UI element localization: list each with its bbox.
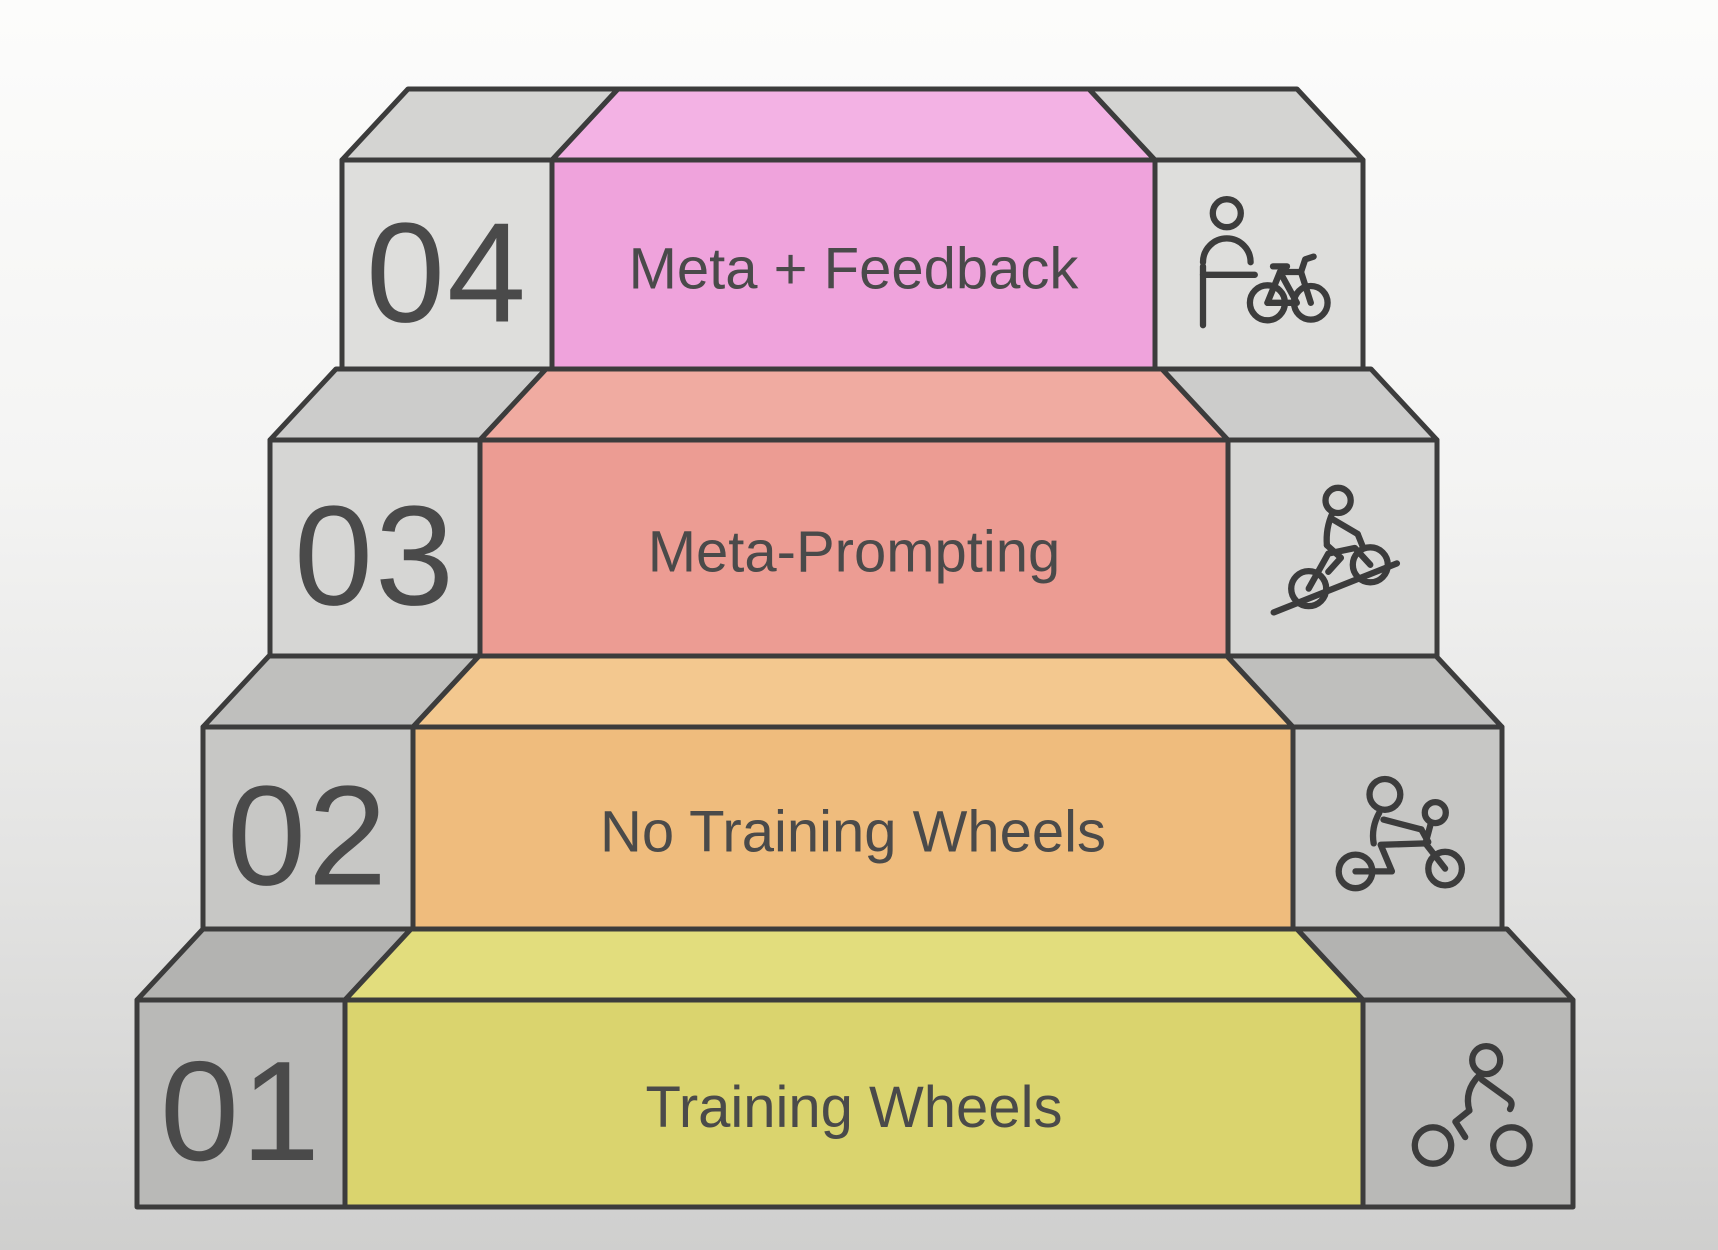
cyclist-icon [1411,1042,1533,1167]
step-04: 04 Meta + Feedback [339,86,1366,373]
step-03: 03 Meta-Prompting [267,366,1440,659]
step-01-panel-top [342,926,1366,1003]
step-02: 02 No Training Wheels [200,653,1505,932]
step-02-icon-box [1290,724,1505,932]
step-number: 01 [160,1032,322,1191]
adult-child-bike-icon [1335,775,1466,892]
step-number: 03 [294,477,456,636]
step-label: Meta + Feedback [629,237,1080,302]
step-04-panel-top [549,86,1158,163]
person-with-bike-icon [1199,196,1331,329]
step-03-panel-top [477,366,1231,443]
step-label: No Training Wheels [600,800,1106,865]
step-label: Meta-Prompting [648,520,1061,585]
step-label: Training Wheels [646,1075,1063,1140]
step-04-icon-box [1152,157,1366,373]
step-number: 04 [366,194,528,353]
uphill-cyclist-icon [1270,484,1401,616]
step-02-panel-top [410,653,1296,730]
step-number: 02 [227,757,389,916]
step-01: 01 Training Wheels [134,926,1576,1210]
